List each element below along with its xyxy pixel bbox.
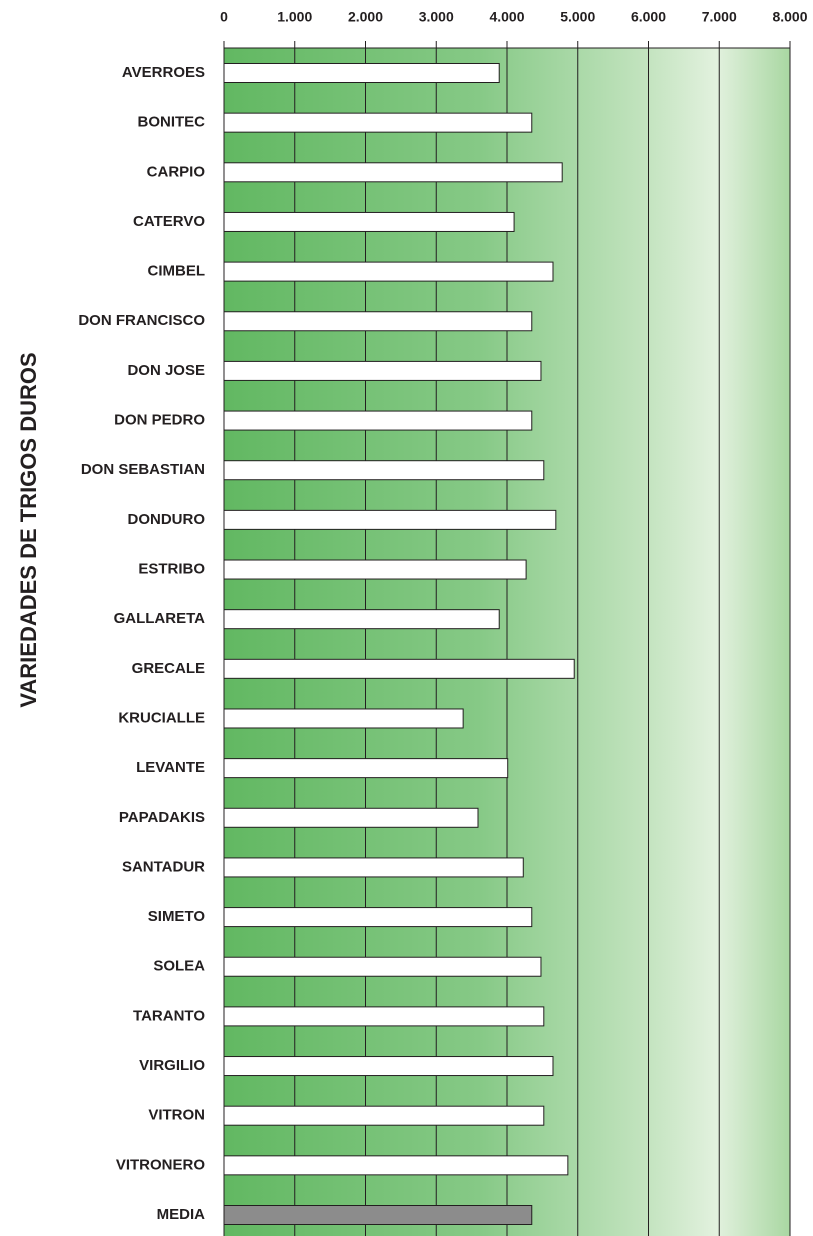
bar — [223, 63, 500, 83]
bar — [223, 112, 533, 133]
y-tick-label: GALLARETA — [114, 610, 206, 627]
bar — [223, 708, 464, 729]
y-tick-label: DON SEBASTIAN — [81, 461, 205, 478]
y-tick-label: TARANTO — [133, 1007, 205, 1024]
bar — [223, 261, 554, 282]
bar — [223, 1205, 533, 1225]
y-tick-label: AVERROES — [122, 64, 205, 81]
y-tick-label: ESTRIBO — [138, 560, 205, 577]
bar — [223, 907, 533, 928]
bar — [223, 807, 479, 828]
y-tick-label: SANTADUR — [122, 858, 205, 875]
x-tick-label: 5.000 — [560, 9, 595, 25]
y-axis-label: VARIEDADES DE TRIGOS DUROS — [16, 352, 41, 707]
y-tick-label: VIRGILIO — [139, 1057, 205, 1074]
bar — [223, 758, 509, 779]
y-tick-label: BONITEC — [138, 114, 206, 131]
bar — [223, 658, 575, 679]
y-tick-label: CIMBEL — [148, 263, 206, 280]
bar — [223, 1155, 569, 1176]
y-tick-label: KRUCIALLE — [118, 709, 205, 726]
bar — [223, 857, 524, 878]
y-tick-label: DONDURO — [128, 511, 206, 528]
x-tick-label: 6.000 — [631, 9, 666, 25]
x-tick-label: 4.000 — [489, 9, 524, 25]
bar — [223, 1105, 545, 1126]
y-tick-label: CATERVO — [133, 213, 205, 230]
x-tick-label: 3.000 — [419, 9, 454, 25]
bar — [223, 1006, 545, 1027]
y-tick-label: VITRONERO — [116, 1156, 206, 1173]
y-tick-label: DON FRANCISCO — [78, 312, 205, 329]
y-tick-label: DON PEDRO — [114, 412, 205, 429]
bar — [223, 360, 542, 381]
y-tick-label: SIMETO — [148, 908, 206, 925]
y-tick-label: MEDIA — [157, 1206, 206, 1223]
bar — [223, 311, 533, 332]
bar — [223, 1056, 554, 1077]
y-tick-label: VITRON — [148, 1107, 205, 1124]
bar — [223, 460, 545, 481]
bar — [223, 162, 563, 183]
y-tick-label: GRECALE — [132, 660, 205, 677]
bar — [223, 211, 515, 232]
bar — [223, 410, 533, 431]
x-tick-label: 1.000 — [277, 9, 312, 25]
x-tick-label: 8.000 — [772, 9, 807, 25]
y-tick-label: PAPADAKIS — [119, 809, 205, 826]
bar — [223, 509, 557, 530]
x-tick-label: 7.000 — [702, 9, 737, 25]
y-tick-label: CARPIO — [147, 163, 206, 180]
bar — [223, 956, 542, 977]
x-tick-label: 2.000 — [348, 9, 383, 25]
bar — [223, 559, 527, 580]
bar — [223, 609, 500, 630]
y-tick-label: SOLEA — [153, 958, 205, 975]
y-tick-label: DON JOSE — [127, 362, 205, 379]
y-tick-label: LEVANTE — [136, 759, 205, 776]
x-tick-label: 0 — [220, 9, 228, 25]
